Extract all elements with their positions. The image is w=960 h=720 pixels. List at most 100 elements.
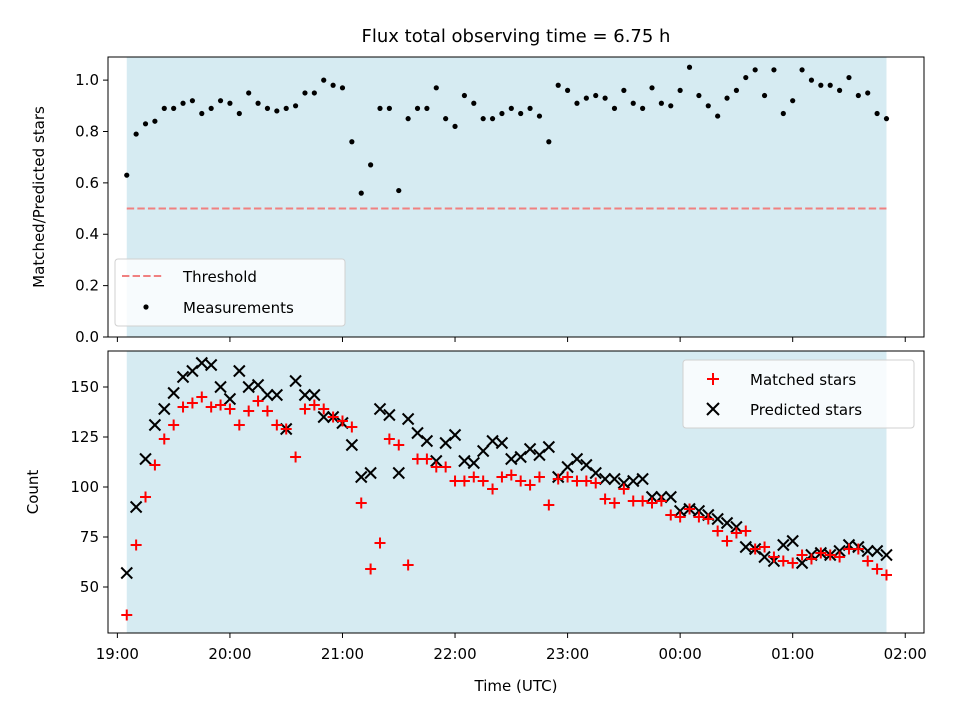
matched-star-point <box>543 499 555 511</box>
measurement-point <box>386 105 392 111</box>
matched-star-point <box>852 543 864 555</box>
measurement-point <box>480 116 486 122</box>
predicted-star-point <box>758 550 771 564</box>
predicted-star-point <box>242 380 255 394</box>
matched-star-point <box>562 471 574 483</box>
measurement-point <box>161 105 167 111</box>
matched-star-point <box>374 537 386 549</box>
legend-threshold-label: Threshold <box>182 268 257 286</box>
x-tick-label: 19:00 <box>96 645 139 663</box>
measurement-point <box>621 87 627 93</box>
bottom-y-tick-label: 50 <box>80 578 99 596</box>
measurement-point <box>593 92 599 99</box>
matched-star-point <box>862 555 874 567</box>
matched-star-point <box>571 475 583 487</box>
predicted-star-point <box>383 408 396 422</box>
predicted-star-point <box>608 472 621 486</box>
measurement-point <box>818 82 824 88</box>
matched-star-point <box>149 459 161 471</box>
measurement-point <box>705 103 711 109</box>
matched-star-point <box>355 497 367 509</box>
predicted-star-point <box>523 442 537 456</box>
bottom-panel: 19:00 20:00 21:00 22:00 23:00 00:00 01:00 02:00… <box>24 350 927 695</box>
predicted-star-point <box>223 392 237 406</box>
matched-star-point <box>552 473 564 485</box>
x-tick-label: 21:00 <box>321 645 364 663</box>
predicted-star-point <box>589 466 602 480</box>
matched-star-point <box>365 563 377 575</box>
x-tick-label: 20:00 <box>208 645 251 663</box>
bottom-y-tick-label: 150 <box>70 378 99 396</box>
matched-star-point <box>280 423 292 435</box>
matched-star-point <box>665 509 677 521</box>
matched-star-point <box>308 399 320 411</box>
bottom-y-tick-label: 100 <box>70 478 99 496</box>
matched-star-point <box>421 453 433 465</box>
predicted-star-point <box>777 538 790 552</box>
predicted-star-point <box>636 472 649 486</box>
predicted-star-point <box>392 466 405 480</box>
matched-star-point <box>412 453 424 465</box>
predicted-star-point <box>739 540 753 554</box>
measurement-point <box>227 100 233 106</box>
predicted-star-point <box>204 358 218 372</box>
predicted-star-point <box>542 440 556 454</box>
measurement-point <box>696 92 702 99</box>
predicted-star-point <box>645 490 659 504</box>
measurement-point <box>668 103 674 109</box>
measurement-point <box>142 121 149 127</box>
measurement-point <box>489 116 496 122</box>
measurement-point <box>433 85 439 91</box>
matched-star-point <box>336 415 348 427</box>
measurement-point <box>405 116 411 122</box>
matched-star-point <box>824 549 836 561</box>
matched-stars-points <box>121 391 892 621</box>
top-x-ticks <box>116 337 906 342</box>
measurement-point <box>527 105 533 111</box>
predicted-star-point <box>308 388 321 402</box>
matched-star-point <box>646 497 658 509</box>
measurement-point <box>508 105 514 111</box>
matched-star-point <box>318 403 330 415</box>
matched-star-point <box>599 493 611 505</box>
matched-star-point <box>440 461 452 473</box>
matched-star-point <box>580 475 592 487</box>
matched-star-point <box>796 549 808 561</box>
measurement-point <box>124 172 130 178</box>
predicted-star-point <box>373 402 387 416</box>
measurement-point <box>518 110 524 117</box>
matched-star-point <box>515 475 527 487</box>
predicted-star-point <box>364 466 377 480</box>
legend-measurements-swatch <box>143 304 149 310</box>
predicted-star-point <box>345 438 359 452</box>
predicted-star-point <box>598 472 612 486</box>
chart-title: Flux total observing time = 6.75 h <box>362 26 671 47</box>
top-points <box>124 64 890 196</box>
measurement-point <box>836 87 843 93</box>
measurement-point <box>302 90 308 96</box>
measurement-point <box>452 123 458 129</box>
measurement-point <box>771 67 777 73</box>
matched-star-point <box>702 513 714 525</box>
measurement-point <box>865 90 871 96</box>
matched-star-point <box>805 553 817 565</box>
predicted-star-point <box>430 454 443 468</box>
measurement-point <box>677 87 683 93</box>
predicted-star-point <box>270 388 284 402</box>
matched-star-point <box>843 543 855 555</box>
matched-star-point <box>130 539 142 551</box>
x-tick-label: 00:00 <box>659 645 702 663</box>
measurement-point <box>283 105 289 111</box>
predicted-star-point <box>158 402 171 416</box>
predicted-star-point <box>120 566 133 580</box>
bottom-legend-box <box>682 359 915 429</box>
x-tick-label: 02:00 <box>884 645 927 663</box>
matched-star-point <box>759 541 771 553</box>
predicted-star-point <box>720 516 734 530</box>
measurement-point <box>236 110 242 117</box>
matched-star-point <box>777 555 789 567</box>
matched-star-point <box>655 495 667 507</box>
top-y-axis-label: Matched/Predicted stars <box>30 106 48 288</box>
measurement-point <box>217 98 224 104</box>
matched-star-point <box>693 511 705 523</box>
